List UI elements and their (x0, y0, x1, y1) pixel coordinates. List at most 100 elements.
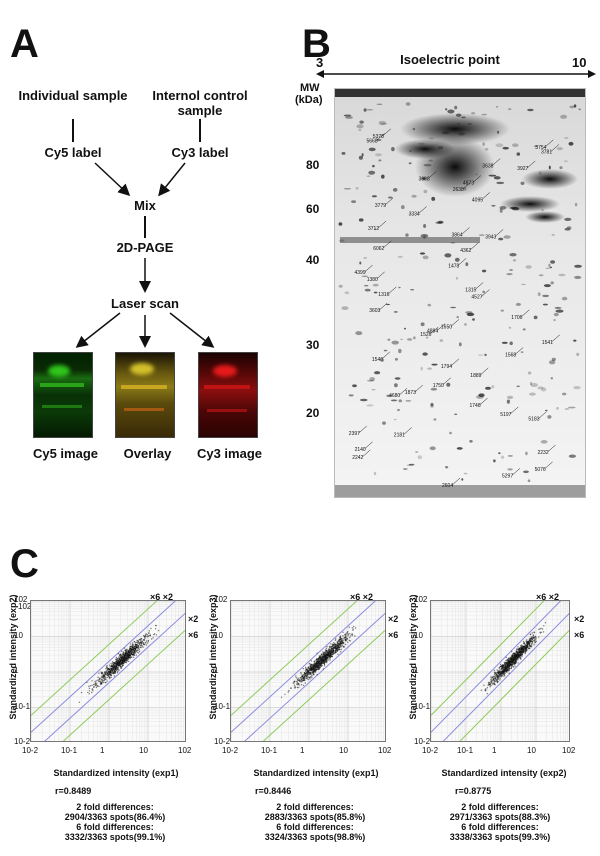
scatter-point (287, 691, 289, 693)
gel-spot (397, 408, 400, 412)
cy5-label-text: Cy5 label (44, 145, 102, 160)
gel-spot (467, 123, 473, 125)
gel-spot (482, 269, 487, 273)
scatter-point (112, 664, 114, 666)
scatter-point (332, 647, 334, 649)
scatter-point (102, 680, 104, 682)
two-fold-lower-line (442, 613, 569, 741)
scatter-point (302, 684, 305, 687)
scatter-point (142, 646, 144, 648)
scatter-point (146, 634, 149, 636)
gel-spot (516, 152, 521, 156)
scatter-point (128, 660, 130, 663)
scatter-point (518, 655, 520, 657)
scatter-point (306, 674, 308, 676)
scatter-point (497, 674, 499, 676)
scatter-point (143, 643, 145, 646)
scatter-point (507, 661, 509, 664)
scatter-point (129, 649, 131, 652)
gel-spot (441, 131, 450, 135)
scatter-point (512, 666, 515, 668)
scatter-point (324, 652, 326, 654)
scatter-point (526, 643, 529, 645)
scatter-point (531, 640, 533, 642)
scatter-point (501, 671, 503, 673)
scatter-point (509, 660, 512, 663)
scatter-point (342, 640, 344, 642)
gel-spot (568, 141, 574, 146)
scatter-point (338, 640, 340, 642)
scatter-point (112, 663, 114, 665)
scatter-point (114, 666, 117, 668)
gel-spot (408, 150, 412, 152)
scatter-point (510, 665, 513, 667)
scatter-point (328, 645, 331, 648)
scatter-point (492, 676, 494, 679)
scatter-point (326, 655, 328, 658)
scatter-point (124, 656, 126, 658)
gel-spot (568, 406, 576, 409)
gel-spot (478, 234, 485, 236)
gel-spot (372, 283, 379, 287)
gel-spot (456, 316, 459, 319)
scatter-point (116, 661, 119, 663)
gel-spot (540, 440, 548, 444)
gel-spot (555, 309, 564, 313)
scatter-point (121, 664, 123, 666)
scatter-point (510, 656, 512, 659)
scatter-point (132, 656, 135, 658)
scatter-point (335, 638, 337, 640)
scatter-point (526, 641, 528, 644)
scatter-point (318, 661, 320, 663)
scatter-point (153, 633, 156, 635)
two-fold-lower-line (244, 612, 385, 741)
plot1-ytick-0: 102 (18, 602, 32, 611)
scatter-point (323, 661, 326, 663)
gel-spot (343, 114, 352, 117)
two-fold-upper-line (231, 601, 377, 733)
two-fold-upper-line (31, 601, 177, 733)
gel-spot-label: 1794 (441, 364, 452, 370)
plot1-2fold-value: 2904/3363 spots(86.4%) (64, 812, 166, 822)
scatter-point (136, 641, 138, 644)
scatter-point (125, 648, 127, 651)
gel-spot (381, 174, 385, 179)
panel-a-letter: A (10, 22, 39, 66)
scatter-point (315, 658, 318, 660)
scatter-point (320, 664, 322, 667)
scatter-point (513, 662, 516, 664)
scatter-point (486, 687, 489, 689)
gel-spot-arrow (436, 323, 446, 331)
gel-spot (445, 466, 449, 469)
gel-spot (537, 292, 541, 297)
scatter-point (326, 658, 328, 660)
gel-spot-arrow (376, 133, 385, 141)
gel-spot-label: 4873 (463, 181, 474, 187)
scatter-point (509, 667, 511, 670)
scatter-point (352, 628, 354, 630)
gel-spot-arrow (510, 406, 519, 415)
scatter-point (317, 660, 320, 662)
scatter-point (480, 689, 482, 691)
scatter-point (128, 654, 130, 657)
scatter-point (506, 668, 509, 671)
scatter-point (504, 663, 506, 666)
scatter-point (133, 640, 135, 643)
scatter-point (101, 675, 103, 678)
plot2-xtick: 10 (339, 746, 348, 755)
gel-spot (418, 142, 425, 145)
scatter-point (104, 676, 107, 679)
gel-spot (509, 269, 513, 271)
gel-spot (454, 257, 460, 262)
gel-spot (501, 341, 508, 344)
scatter-point (491, 683, 494, 685)
scatter-point (510, 666, 513, 668)
gel-spot (482, 290, 485, 294)
scatter-point (496, 676, 498, 678)
scatter-point (119, 659, 121, 661)
scatter-point (103, 674, 106, 676)
gel-spot (450, 242, 456, 244)
scatter-point (132, 649, 134, 651)
gel-spot (433, 418, 437, 421)
gel-spot (423, 189, 428, 194)
